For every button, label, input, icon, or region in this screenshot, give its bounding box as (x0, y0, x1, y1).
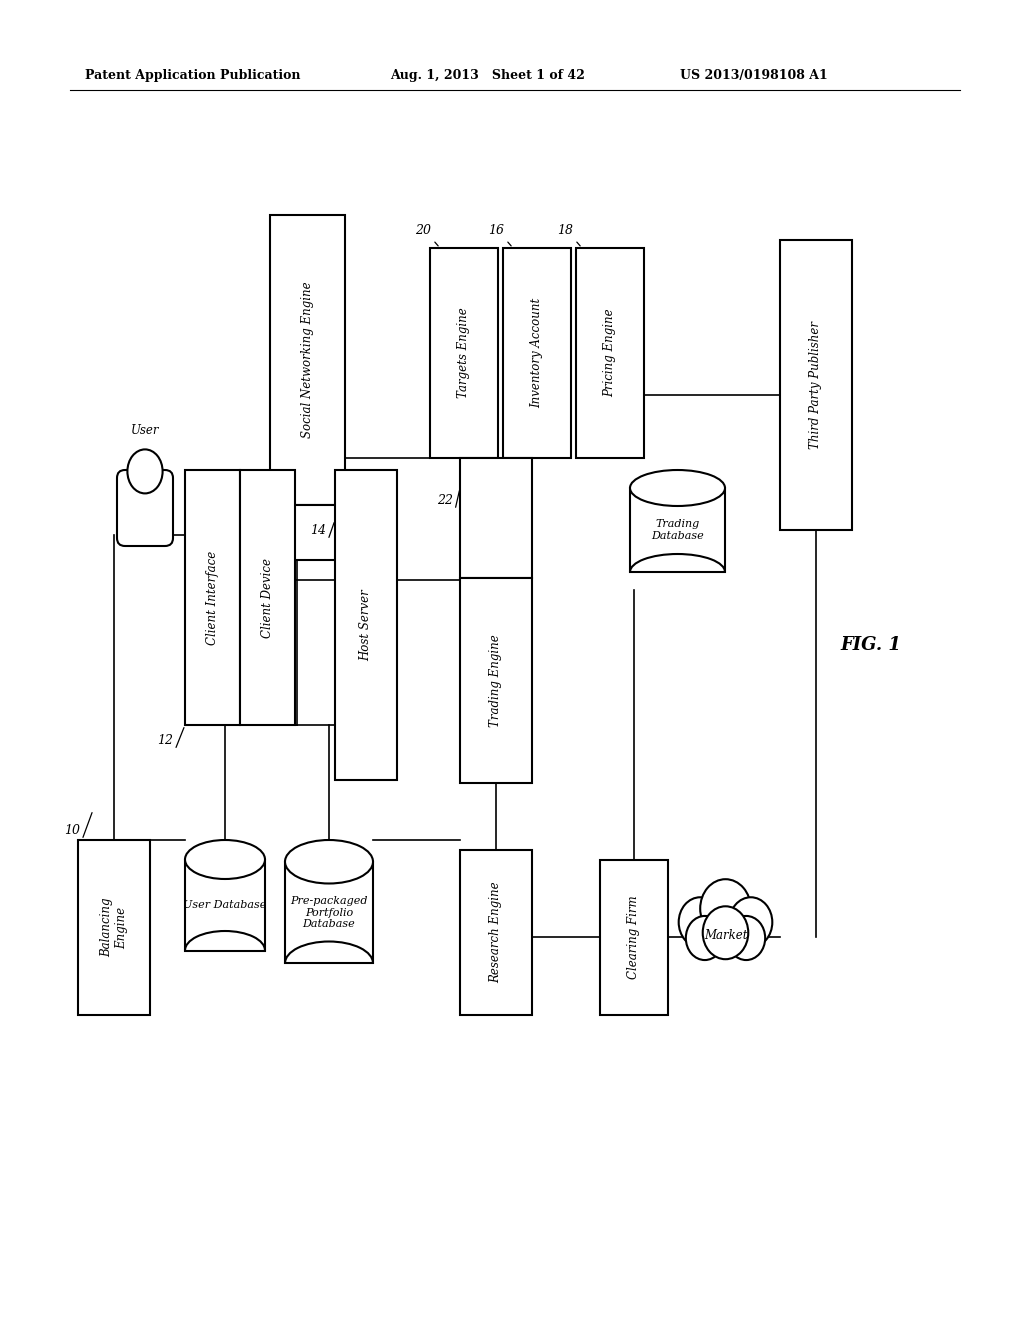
Bar (185, 470, 240, 725)
Bar (503, 248, 571, 458)
Ellipse shape (285, 840, 373, 883)
Text: Research Engine: Research Engine (489, 882, 503, 983)
Text: Targets Engine: Targets Engine (458, 308, 470, 399)
Text: Client Interface: Client Interface (206, 550, 219, 644)
Text: 22: 22 (437, 494, 453, 507)
Text: User: User (131, 424, 160, 437)
FancyBboxPatch shape (117, 470, 173, 546)
Ellipse shape (679, 898, 722, 948)
Bar (600, 861, 668, 1015)
Text: US 2013/0198108 A1: US 2013/0198108 A1 (680, 70, 827, 82)
Text: Pricing Engine: Pricing Engine (603, 309, 616, 397)
Text: 12: 12 (157, 734, 173, 747)
Bar (240, 470, 295, 725)
Text: FIG. 1: FIG. 1 (840, 636, 901, 653)
Text: Trading
Database: Trading Database (651, 519, 703, 541)
Text: Market: Market (703, 929, 748, 942)
Bar (335, 470, 397, 780)
Bar (270, 215, 345, 506)
Bar (460, 850, 532, 1015)
Bar (460, 578, 532, 783)
Ellipse shape (185, 840, 265, 879)
Bar (430, 248, 498, 458)
Text: Patent Application Publication: Patent Application Publication (85, 70, 300, 82)
Text: Host Server: Host Server (359, 589, 373, 661)
Text: Trading Engine: Trading Engine (489, 634, 503, 727)
Bar (78, 840, 150, 1015)
Text: Pre-packaged
Portfolio
Database: Pre-packaged Portfolio Database (290, 896, 368, 929)
Text: 14: 14 (310, 524, 326, 536)
Bar (630, 488, 725, 572)
Text: Balancing
Engine: Balancing Engine (100, 898, 128, 957)
Text: Aug. 1, 2013   Sheet 1 of 42: Aug. 1, 2013 Sheet 1 of 42 (390, 70, 585, 82)
Text: 10: 10 (63, 824, 80, 837)
Bar (780, 240, 852, 531)
Text: 20: 20 (415, 223, 431, 236)
Text: Clearing Firm: Clearing Firm (628, 896, 640, 979)
Bar (290, 506, 345, 560)
Bar (185, 859, 265, 950)
Ellipse shape (686, 916, 724, 960)
Bar (460, 458, 532, 578)
Text: Social Networking Engine: Social Networking Engine (301, 281, 314, 438)
Ellipse shape (729, 898, 772, 948)
Text: 16: 16 (488, 223, 504, 236)
Text: Client Device: Client Device (261, 557, 274, 638)
Ellipse shape (630, 470, 725, 506)
Text: User Database: User Database (183, 900, 266, 909)
Ellipse shape (127, 449, 163, 494)
Text: Third Party Publisher: Third Party Publisher (810, 321, 822, 449)
Ellipse shape (727, 916, 765, 960)
Text: 18: 18 (557, 223, 573, 236)
Ellipse shape (702, 907, 749, 960)
Ellipse shape (700, 879, 751, 939)
Bar (575, 248, 644, 458)
Text: Inventory Account: Inventory Account (530, 298, 544, 408)
Bar (285, 862, 373, 964)
